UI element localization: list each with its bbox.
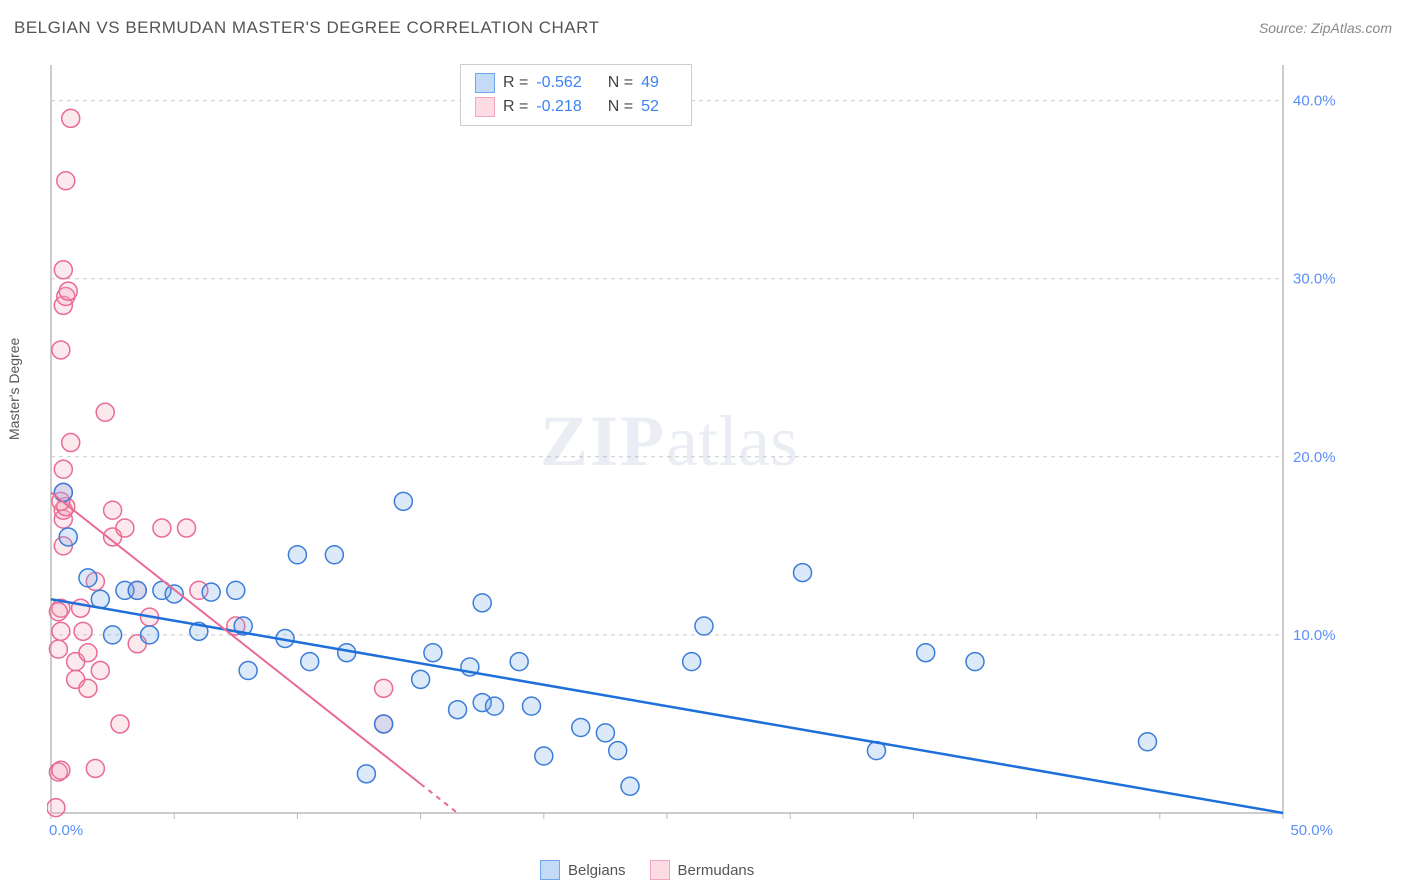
stats-row-bermudans: R = -0.218 N = 52 bbox=[475, 95, 677, 119]
n-value-belgians: 49 bbox=[641, 74, 659, 92]
svg-text:30.0%: 30.0% bbox=[1293, 271, 1336, 288]
r-value-bermudans: -0.218 bbox=[536, 98, 581, 116]
chart-area: 10.0% 20.0% 30.0% 40.0% 0.0% 50.0% bbox=[47, 55, 1343, 843]
swatch-belgians bbox=[540, 860, 560, 880]
legend-item-bermudans: Bermudans bbox=[650, 860, 755, 880]
header: BELGIAN VS BERMUDAN MASTER'S DEGREE CORR… bbox=[14, 18, 1392, 38]
n-value-bermudans: 52 bbox=[641, 98, 659, 116]
chart-title: BELGIAN VS BERMUDAN MASTER'S DEGREE CORR… bbox=[14, 18, 600, 38]
r-label: R = bbox=[503, 74, 528, 92]
y-axis-label: Master's Degree bbox=[6, 338, 22, 440]
source-attribution: Source: ZipAtlas.com bbox=[1259, 20, 1392, 36]
n-label: N = bbox=[608, 74, 633, 92]
swatch-bermudans bbox=[475, 97, 495, 117]
stats-legend: R = -0.562 N = 49 R = -0.218 N = 52 bbox=[460, 64, 692, 126]
source-name: ZipAtlas.com bbox=[1311, 20, 1392, 36]
legend-label-belgians: Belgians bbox=[568, 862, 626, 879]
r-label: R = bbox=[503, 98, 528, 116]
swatch-belgians bbox=[475, 73, 495, 93]
svg-text:10.0%: 10.0% bbox=[1293, 627, 1336, 644]
legend-label-bermudans: Bermudans bbox=[678, 862, 755, 879]
n-label: N = bbox=[608, 98, 633, 116]
svg-text:40.0%: 40.0% bbox=[1293, 93, 1336, 110]
legend-item-belgians: Belgians bbox=[540, 860, 626, 880]
svg-text:50.0%: 50.0% bbox=[1290, 822, 1333, 839]
bottom-legend: Belgians Bermudans bbox=[540, 860, 754, 880]
svg-text:0.0%: 0.0% bbox=[49, 822, 83, 839]
source-prefix: Source: bbox=[1259, 20, 1307, 36]
svg-text:20.0%: 20.0% bbox=[1293, 449, 1336, 466]
stats-row-belgians: R = -0.562 N = 49 bbox=[475, 71, 677, 95]
swatch-bermudans bbox=[650, 860, 670, 880]
scatter-chart: 10.0% 20.0% 30.0% 40.0% 0.0% 50.0% bbox=[47, 55, 1343, 843]
r-value-belgians: -0.562 bbox=[536, 74, 581, 92]
